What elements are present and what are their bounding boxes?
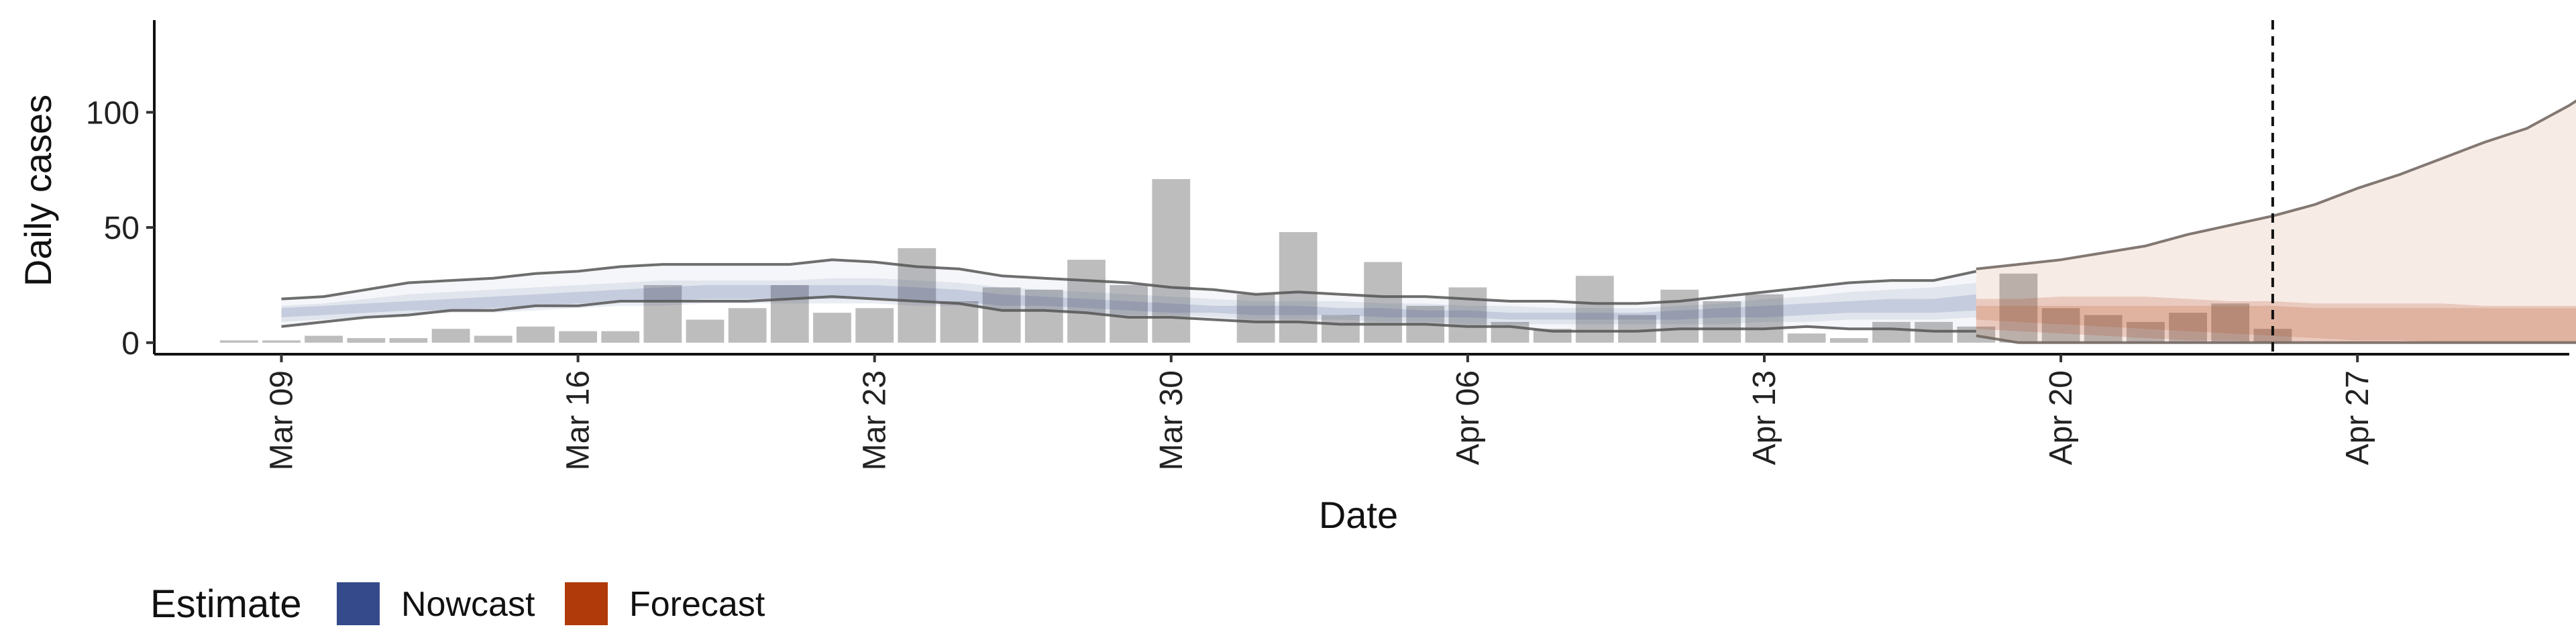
case-bar xyxy=(559,331,597,343)
case-bar xyxy=(1364,262,1402,343)
plot-area xyxy=(219,20,2576,354)
case-bar xyxy=(2084,315,2123,343)
case-bar xyxy=(1745,294,1784,343)
legend-title: Estimate xyxy=(150,582,302,626)
case-bar xyxy=(431,329,470,343)
nowcast-upper-line xyxy=(281,258,1977,305)
case-bar xyxy=(1279,232,1318,343)
case-bar xyxy=(1999,273,2038,343)
case-bar xyxy=(1236,294,1275,343)
nowcast-band-50 xyxy=(281,285,1976,320)
case-bar xyxy=(643,285,682,343)
legend-label-forecast: Forecast xyxy=(629,585,765,624)
y-axis-title: Daily cases xyxy=(17,95,59,286)
axes: 0 50 100 Mar 09 Mar 16 Mar 23 Mar 30 Apr 06 Apr … xyxy=(86,20,2569,470)
case-bar xyxy=(2169,313,2207,343)
x-axis-title: Date xyxy=(1319,494,1398,536)
case-bar xyxy=(1024,289,1063,343)
case-bar xyxy=(855,308,894,343)
legend-swatch-nowcast xyxy=(337,582,380,625)
x-tick-label: Mar 23 xyxy=(857,370,893,470)
nowcast-lower-line xyxy=(281,295,1976,333)
case-bar xyxy=(1110,285,1148,343)
case-bar xyxy=(1152,179,1191,343)
case-bar xyxy=(2253,329,2292,343)
forecast-band-50 xyxy=(1976,305,2576,343)
case-bar xyxy=(517,326,555,343)
case-bar xyxy=(389,338,428,343)
nowcast-outer-band xyxy=(281,260,1976,331)
case-bar xyxy=(1322,315,1360,343)
case-bar xyxy=(1957,326,1996,343)
forecast-upper-line xyxy=(1976,99,2576,270)
case-bar xyxy=(262,340,301,343)
legend-label-nowcast: Nowcast xyxy=(401,585,535,624)
y-tick-label: 50 xyxy=(104,211,140,246)
x-tick-label: Apr 27 xyxy=(2340,370,2375,465)
nowcast-band-90 xyxy=(281,278,1976,325)
x-tick-label: Apr 13 xyxy=(1747,370,1782,465)
case-bar xyxy=(2041,308,2080,343)
case-bar xyxy=(940,301,979,343)
forecast-outer-band xyxy=(1976,101,2576,343)
case-bar xyxy=(305,335,343,343)
forecast-lower-line xyxy=(1976,334,2576,344)
case-bar xyxy=(1787,333,1826,343)
x-tick-label: Mar 30 xyxy=(1154,370,1189,470)
case-bar xyxy=(770,285,809,343)
x-tick-label: Apr 20 xyxy=(2043,370,2079,465)
case-bar xyxy=(1703,301,1741,343)
case-bar xyxy=(1872,321,1911,343)
x-tick-label: Mar 16 xyxy=(561,370,596,470)
y-tick-label: 100 xyxy=(86,95,140,131)
y-tick-label: 0 xyxy=(121,326,140,362)
x-tick-label: Mar 09 xyxy=(264,370,300,470)
case-bar xyxy=(1829,338,1868,343)
case-bar xyxy=(1067,260,1106,343)
case-bar xyxy=(982,287,1021,343)
case-bar xyxy=(347,338,386,343)
case-bar xyxy=(813,313,851,343)
case-bar xyxy=(474,335,513,343)
case-bar xyxy=(1448,287,1487,343)
forecast-band-90 xyxy=(1976,297,2576,343)
legend: Estimate Nowcast Forecast xyxy=(150,582,765,626)
case-bar xyxy=(2127,321,2165,343)
case-bar xyxy=(728,308,767,343)
case-bar xyxy=(2211,303,2250,343)
case-bar xyxy=(601,331,640,343)
case-bar xyxy=(1618,315,1656,343)
case-bar xyxy=(219,340,258,343)
legend-swatch-forecast xyxy=(565,582,608,625)
x-tick-label: Apr 06 xyxy=(1450,370,1486,465)
case-bar xyxy=(686,319,724,343)
